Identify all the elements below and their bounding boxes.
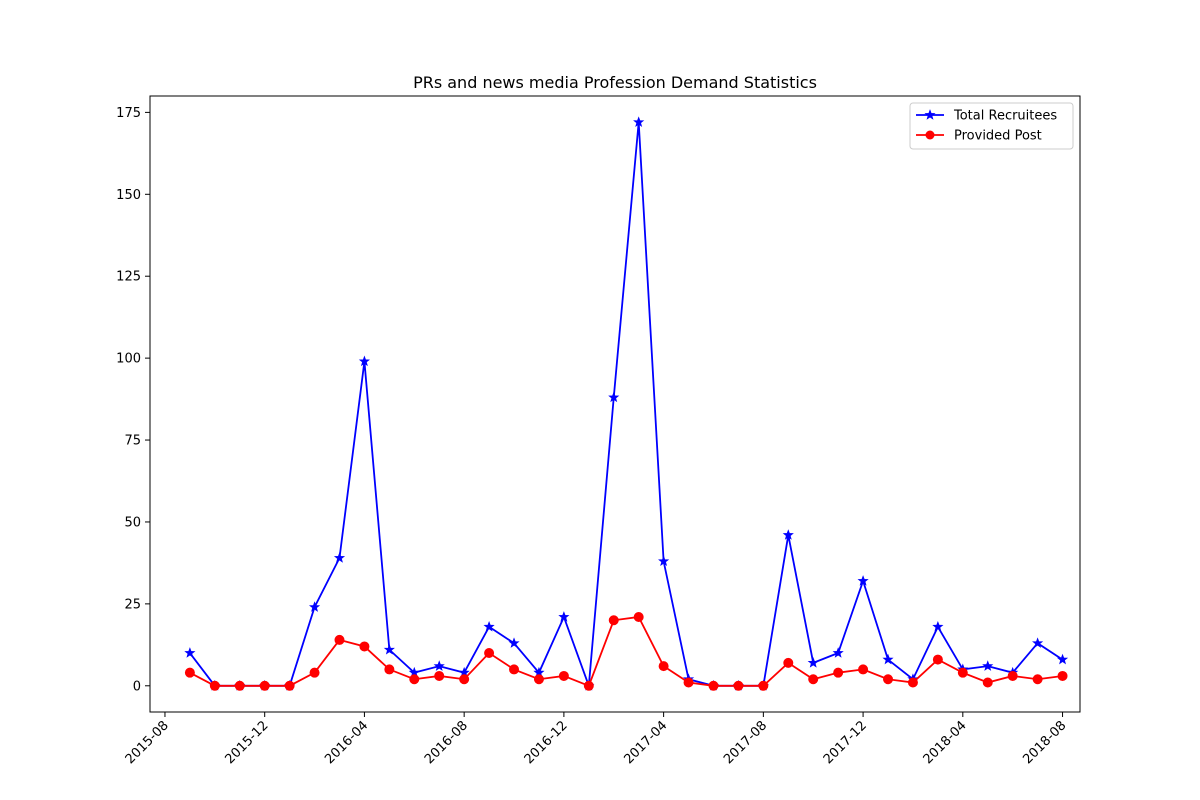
y-tick-label: 25 — [124, 597, 141, 612]
data-point — [583, 680, 594, 691]
data-point — [433, 660, 445, 671]
y-tick-label: 125 — [116, 270, 141, 285]
x-tick-label: 2017-12 — [821, 718, 870, 767]
y-tick-label: 175 — [116, 106, 141, 121]
data-point — [308, 601, 321, 612]
data-point — [1056, 653, 1069, 665]
data-point — [383, 643, 395, 655]
data-point — [708, 680, 719, 691]
x-tick-label: 2016-12 — [522, 718, 571, 767]
legend-marker — [925, 130, 935, 140]
data-point — [733, 680, 744, 691]
x-tick-label: 2016-08 — [422, 718, 471, 767]
data-point — [309, 667, 320, 678]
data-point — [184, 667, 195, 678]
data-point — [483, 620, 495, 632]
legend-item: Total Recruitees — [916, 109, 1057, 124]
y-tick-label: 0 — [133, 679, 141, 694]
legend-label: Provided Post — [954, 129, 1042, 144]
data-point — [459, 674, 470, 685]
data-point — [259, 680, 270, 691]
data-point — [982, 677, 993, 688]
x-tick-label: 2017-04 — [621, 718, 670, 767]
data-point — [633, 611, 644, 622]
series-line — [189, 616, 1063, 687]
data-point — [359, 641, 370, 652]
y-axis: 0 25 50 75 100 125 150 175 — [116, 106, 150, 694]
data-point — [932, 620, 944, 632]
data-point — [333, 552, 346, 563]
data-point — [508, 637, 520, 648]
data-point — [558, 670, 569, 681]
y-tick-label: 50 — [124, 515, 141, 530]
data-point — [783, 657, 794, 668]
data-point — [484, 648, 495, 659]
data-point — [1057, 670, 1068, 681]
data-point — [658, 555, 670, 567]
legend-box — [909, 102, 1074, 150]
data-point — [982, 660, 994, 671]
data-point — [409, 674, 420, 685]
data-point — [608, 391, 620, 403]
series-0 — [184, 116, 1069, 691]
legend-item: Provided Post — [916, 129, 1042, 144]
x-tick-label: 2017-08 — [721, 718, 770, 767]
y-tick-label: 75 — [124, 434, 141, 449]
data-point — [782, 529, 794, 540]
data-point — [883, 674, 894, 685]
data-point — [334, 634, 345, 645]
x-tick-label: 2018-04 — [921, 718, 970, 767]
chart-title: PRs and news media Profession Demand Sta… — [413, 73, 817, 92]
data-point — [808, 674, 819, 685]
data-point — [683, 677, 694, 688]
data-point — [907, 677, 918, 688]
data-point — [533, 674, 544, 685]
y-tick-label: 100 — [116, 352, 141, 367]
x-tick-label: 2018-08 — [1020, 718, 1069, 767]
data-point — [608, 615, 619, 626]
legend-marker — [924, 109, 936, 120]
legend-label: Total Recruitees — [953, 109, 1057, 124]
data-point — [509, 664, 520, 675]
data-point — [1007, 670, 1018, 681]
y-tick-label: 150 — [116, 188, 141, 203]
x-tick-label: 2016-04 — [322, 718, 371, 767]
data-point — [384, 664, 395, 675]
data-point — [1032, 674, 1043, 685]
series-line — [189, 122, 1064, 687]
series-layer — [184, 116, 1069, 691]
x-tick-label: 2015-08 — [123, 718, 172, 767]
data-point — [858, 664, 869, 675]
data-point — [957, 667, 968, 678]
data-point — [807, 656, 819, 668]
x-tick-label: 2015-12 — [222, 718, 271, 767]
data-point — [284, 680, 295, 691]
data-point — [758, 680, 769, 691]
data-point — [558, 611, 570, 622]
data-point — [434, 670, 445, 681]
data-point — [633, 116, 645, 127]
data-point — [234, 680, 245, 691]
data-point — [932, 654, 943, 665]
data-point — [658, 661, 669, 672]
data-point — [882, 653, 894, 665]
series-1 — [184, 611, 1068, 691]
data-point — [857, 575, 869, 586]
data-point — [832, 647, 844, 658]
data-point — [184, 647, 196, 658]
plot-frame — [149, 95, 1081, 713]
legend: Total Recruitees Provided Post — [909, 102, 1074, 150]
data-point — [209, 680, 220, 691]
data-point — [833, 667, 844, 678]
data-point — [1032, 637, 1044, 648]
x-axis: 2015-08 2015-12 2016-04 2016-08 2016-12 2017-… — [123, 712, 1069, 767]
data-point — [358, 355, 370, 367]
